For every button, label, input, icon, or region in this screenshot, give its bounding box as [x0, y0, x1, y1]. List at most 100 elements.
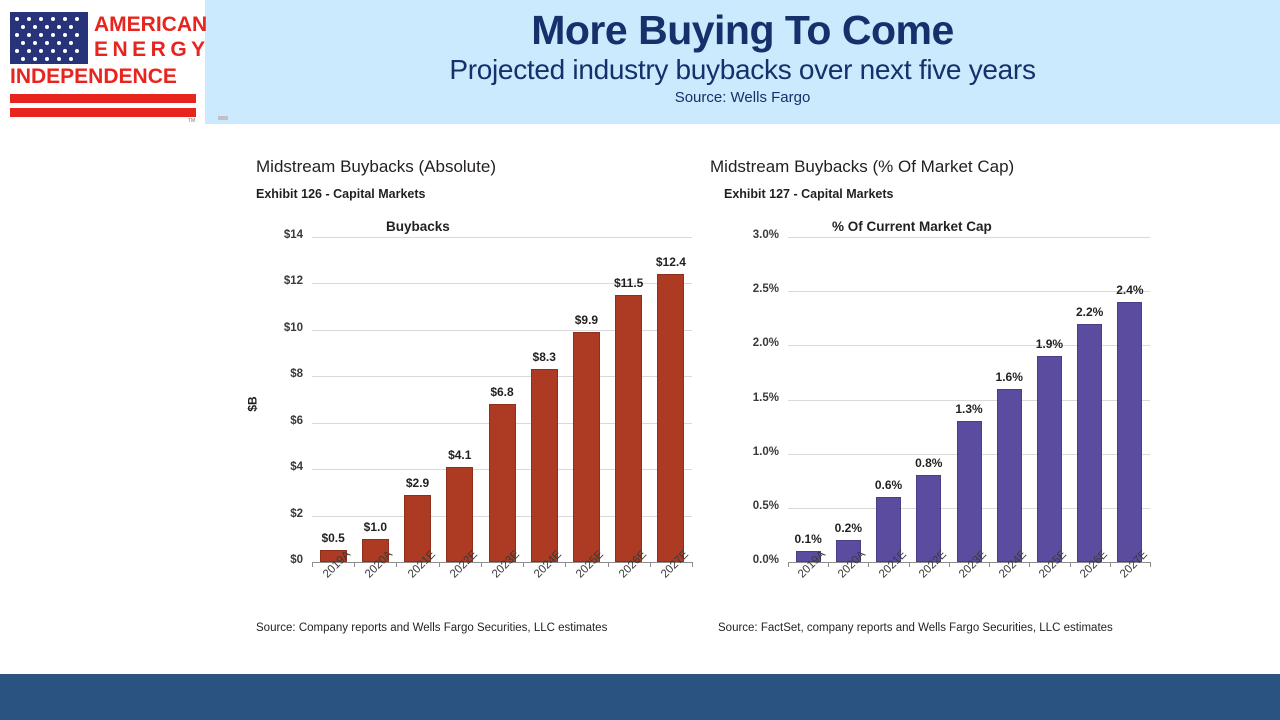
chart-y-tick-label: 3.0%	[752, 229, 779, 241]
chart-y-tick-label: 0.5%	[752, 499, 779, 512]
chart-data-label: $11.5	[613, 276, 644, 291]
page-title: More Buying To Come	[531, 7, 954, 53]
chart-gridline	[312, 237, 692, 238]
footer-band	[0, 674, 1280, 720]
chart-y-tick-label: $12	[283, 275, 303, 288]
chart-y-tick-label: $8	[290, 368, 303, 381]
logo-line-american: AMERICAN	[94, 13, 208, 36]
chart-data-label: 0.1%	[794, 532, 822, 547]
chart-y-tick-label: 2.0%	[752, 337, 779, 350]
chart-data-label: $9.9	[574, 313, 599, 328]
chart-x-tickmark	[312, 562, 313, 567]
chart-data-label: $12.4	[655, 255, 686, 270]
chart-data-label: 1.9%	[1035, 337, 1064, 352]
chart-x-tickmark	[607, 562, 609, 567]
chart-data-label: 1.3%	[955, 402, 983, 417]
logo: AMERICAN ENERGY INDEPENDENCE TM	[0, 0, 208, 124]
chart-plot-area: $0 $2 $4 $6 $8 $10 $12 $14 $0.5 2019A $1.0 2020A $2.…	[284, 229, 693, 580]
header-band	[0, 0, 1280, 124]
chart-bar[interactable]	[1117, 302, 1143, 562]
chart-data-label: 2.2%	[1075, 304, 1104, 319]
chart-exhibit-label: Exhibit 127 - Capital Markets	[724, 187, 894, 201]
chart-x-tickmark	[1109, 562, 1111, 567]
header-artifact	[218, 116, 228, 120]
chart-bar[interactable]	[319, 550, 347, 562]
chart-gridline	[788, 291, 1150, 293]
chart-x-tickmark	[989, 562, 991, 567]
chart-panel-title: Midstream Buybacks (% Of Market Cap)	[710, 157, 1015, 176]
chart-gridline	[312, 283, 692, 285]
chart-y-tick-label: 1.0%	[752, 445, 779, 458]
chart-bar[interactable]	[615, 295, 643, 562]
chart-bar[interactable]	[572, 332, 600, 562]
chart-bar[interactable]	[1077, 323, 1103, 562]
chart-data-label: $2.9	[405, 475, 430, 490]
chart-y-tick-label: $4	[290, 461, 303, 474]
chart-bar[interactable]	[446, 466, 474, 562]
chart-data-label: 2.4%	[1116, 283, 1144, 297]
chart-y-tick-label: 1.5%	[752, 391, 779, 404]
chart-data-label: $6.8	[490, 385, 514, 400]
chart-gridline	[788, 345, 1150, 347]
chart-axis-line	[788, 562, 1150, 563]
chart-plot-area: 0.0% 0.5% 1.0% 1.5% 2.0% 2.5% 3.0% 0.1% 2019A 0.2…	[753, 229, 1151, 580]
chart-bar[interactable]	[404, 494, 432, 562]
chart-bar[interactable]	[361, 538, 389, 562]
chart-bar[interactable]	[530, 369, 558, 562]
header-source: Source: Wells Fargo	[674, 88, 811, 106]
chart-bar[interactable]	[956, 421, 982, 562]
chart-y-axis-label: $B	[245, 396, 260, 412]
chart-bar[interactable]	[876, 497, 902, 562]
chart-bar[interactable]	[657, 274, 685, 562]
chart-bar[interactable]	[996, 388, 1022, 562]
chart-source-note: Source: Company reports and Wells Fargo …	[256, 622, 608, 634]
chart-panel-title: Midstream Buybacks (Absolute)	[256, 157, 496, 176]
chart-gridline	[312, 376, 692, 378]
chart-x-tickmark	[948, 562, 950, 567]
chart-gridline	[788, 399, 1150, 401]
chart-title: Buybacks	[386, 219, 450, 234]
us-flag-icon	[10, 12, 88, 64]
chart-data-label: 0.8%	[915, 456, 943, 471]
trademark-mark: TM	[188, 118, 196, 124]
chart-y-tick-label: 0.0%	[752, 554, 779, 566]
chart-y-tick-label: $6	[290, 414, 303, 427]
logo-stripe-2	[10, 108, 196, 117]
header-titles: More Buying To Come Projected industry b…	[205, 0, 1280, 124]
chart-x-tickmark	[788, 562, 789, 567]
chart-exhibit-label: Exhibit 126 - Capital Markets	[256, 187, 426, 201]
chart-x-tickmark	[649, 562, 651, 567]
chart-data-label: $4.1	[448, 447, 472, 462]
chart-x-tickmark	[438, 562, 440, 567]
chart-y-tick-label: $0	[290, 554, 303, 566]
chart-y-tick-label: $10	[283, 321, 303, 334]
chart-y-tick-label: 2.5%	[752, 283, 779, 296]
chart-gridline	[788, 237, 1150, 238]
chart-bar[interactable]	[835, 540, 861, 562]
chart-data-label: 1.6%	[995, 369, 1023, 384]
chart-x-tickmark	[565, 562, 567, 567]
chart-x-tickmark	[354, 562, 356, 567]
chart-bar[interactable]	[488, 404, 516, 562]
chart-bar[interactable]	[916, 475, 942, 562]
chart-y-tick-label: $14	[283, 229, 303, 241]
chart-x-tickmark	[1150, 562, 1151, 567]
chart-x-tickmark	[1069, 562, 1071, 567]
logo-line-energy: ENERGY	[94, 38, 210, 61]
chart-x-tickmark	[908, 562, 910, 567]
flag-stars-icon	[15, 17, 79, 61]
chart-data-label: 0.2%	[834, 521, 862, 536]
chart-bar[interactable]	[795, 551, 821, 562]
chart-data-label: $8.3	[532, 350, 556, 365]
chart-x-tickmark	[523, 562, 525, 567]
charts-area: Midstream Buybacks (Absolute) Exhibit 12…	[0, 124, 1280, 674]
chart-x-tickmark	[828, 562, 830, 567]
chart-bar[interactable]	[1036, 356, 1062, 562]
chart-x-tickmark	[480, 562, 482, 567]
chart-x-tickmark	[396, 562, 398, 567]
chart-axis-line	[312, 562, 692, 563]
chart-y-tick-label: $2	[290, 507, 303, 520]
chart-x-tickmark	[1029, 562, 1031, 567]
page-subtitle: Projected industry buybacks over next fi…	[449, 54, 1036, 86]
